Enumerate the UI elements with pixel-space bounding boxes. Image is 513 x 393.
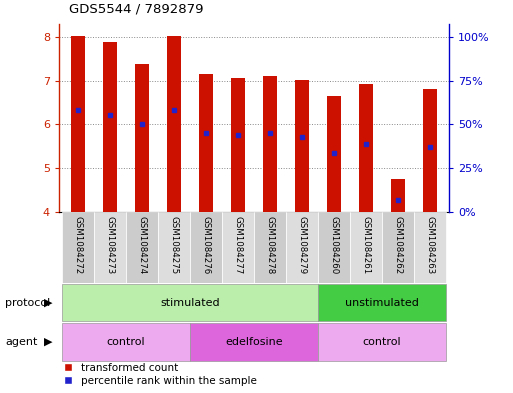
Bar bbox=[167, 36, 181, 212]
Bar bbox=[294, 80, 309, 212]
Text: protocol: protocol bbox=[5, 298, 50, 308]
Text: unstimulated: unstimulated bbox=[345, 298, 419, 308]
Bar bbox=[158, 212, 190, 283]
Bar bbox=[71, 36, 85, 212]
Text: GSM1084275: GSM1084275 bbox=[169, 216, 179, 274]
Bar bbox=[222, 212, 254, 283]
Text: agent: agent bbox=[5, 337, 37, 347]
Text: GSM1084263: GSM1084263 bbox=[425, 216, 434, 274]
Bar bbox=[350, 212, 382, 283]
Text: edelfosine: edelfosine bbox=[225, 337, 283, 347]
Bar bbox=[199, 74, 213, 212]
Bar bbox=[135, 64, 149, 212]
Bar bbox=[94, 212, 126, 283]
Bar bbox=[126, 212, 158, 283]
Bar bbox=[318, 212, 350, 283]
Bar bbox=[62, 323, 190, 361]
Bar bbox=[390, 179, 405, 212]
Bar bbox=[413, 212, 446, 283]
Bar bbox=[103, 42, 117, 212]
Text: GSM1084262: GSM1084262 bbox=[393, 216, 402, 274]
Text: GSM1084273: GSM1084273 bbox=[106, 216, 114, 274]
Bar bbox=[423, 88, 437, 212]
Text: ▶: ▶ bbox=[44, 298, 53, 308]
Bar bbox=[190, 323, 318, 361]
Text: GSM1084261: GSM1084261 bbox=[361, 216, 370, 274]
Text: GDS5544 / 7892879: GDS5544 / 7892879 bbox=[69, 3, 204, 16]
Text: control: control bbox=[107, 337, 145, 347]
Bar bbox=[359, 84, 373, 212]
Text: GSM1084272: GSM1084272 bbox=[74, 216, 83, 274]
Bar bbox=[382, 212, 413, 283]
Bar bbox=[318, 284, 446, 321]
Bar bbox=[62, 212, 94, 283]
Bar bbox=[263, 76, 277, 212]
Bar bbox=[286, 212, 318, 283]
Text: GSM1084260: GSM1084260 bbox=[329, 216, 339, 274]
Text: control: control bbox=[363, 337, 401, 347]
Bar bbox=[231, 79, 245, 212]
Text: ▶: ▶ bbox=[44, 337, 53, 347]
Bar bbox=[190, 212, 222, 283]
Bar bbox=[318, 323, 446, 361]
Text: stimulated: stimulated bbox=[160, 298, 220, 308]
Bar bbox=[327, 96, 341, 212]
Text: GSM1084276: GSM1084276 bbox=[202, 216, 210, 274]
Bar bbox=[62, 284, 318, 321]
Text: GSM1084278: GSM1084278 bbox=[265, 216, 274, 274]
Text: GSM1084277: GSM1084277 bbox=[233, 216, 243, 274]
Bar bbox=[254, 212, 286, 283]
Legend: transformed count, percentile rank within the sample: transformed count, percentile rank withi… bbox=[64, 363, 256, 386]
Text: GSM1084279: GSM1084279 bbox=[298, 216, 306, 274]
Text: GSM1084274: GSM1084274 bbox=[137, 216, 147, 274]
